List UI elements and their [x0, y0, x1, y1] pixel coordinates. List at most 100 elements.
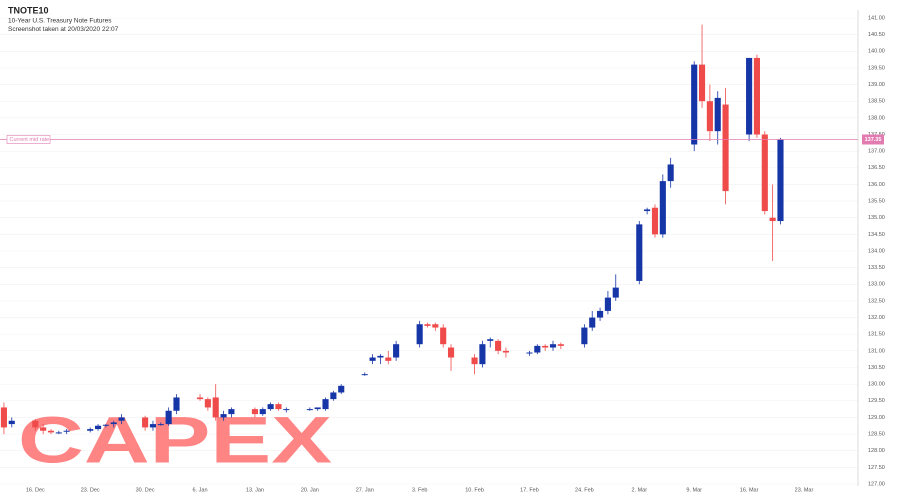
y-tick-label: 127.00 [868, 481, 885, 487]
candle-body [440, 327, 447, 345]
y-tick-label: 137.00 [868, 149, 885, 155]
candle-body [644, 209, 651, 212]
y-tick-label: 134.50 [868, 232, 885, 238]
y-tick-label: 129.50 [868, 398, 885, 404]
x-tick-label: 23. Dec [81, 487, 100, 493]
y-tick-label: 136.00 [868, 182, 885, 188]
x-tick-label: 3. Feb [412, 487, 428, 493]
candle-body [338, 385, 345, 393]
candle-body [283, 409, 290, 411]
candle-body [604, 297, 611, 311]
candle-body [259, 409, 266, 415]
x-tick-label: 16. Mar [740, 487, 759, 493]
y-tick-label: 133.50 [868, 265, 885, 271]
candle-body [447, 347, 455, 358]
candle-body [369, 357, 376, 361]
x-tick-label: 6. Jan [193, 487, 208, 493]
candle-body [157, 424, 164, 426]
candle-body [63, 430, 70, 432]
candle-body [424, 324, 431, 326]
y-tick-label: 135.50 [868, 199, 885, 205]
candle-body [746, 57, 753, 135]
candles [0, 24, 784, 435]
candle-body [393, 344, 400, 358]
y-tick-label: 136.50 [868, 165, 885, 171]
candle-body [322, 399, 329, 410]
candle-body [471, 357, 478, 365]
candle-body [542, 345, 549, 348]
candle-body [251, 409, 258, 415]
candle-body [597, 310, 604, 318]
candle-body [612, 287, 619, 298]
candle-body [314, 407, 321, 410]
candle-body [330, 392, 337, 400]
candle-body [87, 429, 94, 431]
candle-body [495, 340, 502, 351]
candle-body [432, 324, 439, 328]
grid: 127.00 127.50 128.00 128.50 129.00 129.50 130.… [0, 15, 885, 493]
candle-body [589, 317, 596, 328]
y-tick-label: 139.50 [868, 65, 885, 71]
candle-body [777, 139, 784, 222]
chart-title: TNOTE10 [8, 5, 49, 15]
screenshot-note: Screenshot taken at 20/03/2020 22:07 [8, 26, 119, 33]
y-tick-label: 128.00 [868, 448, 885, 454]
candle-body [557, 344, 564, 346]
x-tick-label: 2. Mar [631, 487, 647, 493]
candle-body [667, 164, 674, 182]
candle-body [651, 207, 659, 235]
candle-body [698, 64, 706, 102]
candle-body [769, 217, 776, 222]
candle-body [416, 324, 423, 345]
candle-body [118, 417, 125, 421]
candle-body [581, 327, 588, 345]
x-tick-label: 23. Mar [795, 487, 814, 493]
x-tick-label: 17. Feb [520, 487, 539, 493]
y-tick-label: 131.50 [868, 332, 885, 338]
y-tick-label: 130.00 [868, 382, 885, 388]
candle-body [47, 430, 55, 433]
y-tick-label: 140.00 [868, 49, 885, 55]
candle-body [549, 344, 557, 348]
candle-body [479, 344, 486, 365]
candle-body [691, 64, 698, 145]
candle-body [8, 420, 15, 425]
candle-body [228, 409, 235, 415]
current-rate-tag [6, 135, 51, 144]
candle-body [212, 397, 219, 418]
candle-body [220, 414, 227, 418]
y-tick-label: 132.50 [868, 298, 885, 304]
y-tick-label: 135.00 [868, 215, 885, 221]
candle-body [0, 407, 7, 428]
y-tick-label: 138.50 [868, 99, 885, 105]
x-tick-label: 13. Jan [246, 487, 264, 493]
current-rate-value-tag [862, 134, 884, 145]
y-tick-label: 129.00 [868, 415, 885, 421]
x-tick-label: 10. Feb [465, 487, 484, 493]
candle-body [149, 424, 157, 428]
current-rate-label: Current mid rate [10, 137, 50, 143]
candle-body [204, 399, 211, 408]
candle-body [267, 404, 274, 410]
y-tick-label: 132.00 [868, 315, 885, 321]
y-tick-label: 133.00 [868, 282, 885, 288]
overlay: Current mid rate 137.35 [0, 134, 884, 145]
y-tick-label: 140.50 [868, 32, 885, 38]
candle-body [110, 422, 117, 425]
candle-body [385, 357, 392, 361]
candle-body [32, 420, 39, 428]
y-tick-label: 139.00 [868, 82, 885, 88]
watermark: CAPEX [18, 402, 332, 476]
x-tick-label: 20. Jan [301, 487, 319, 493]
x-tick-label: 30. Dec [136, 487, 155, 493]
candle-body [165, 410, 172, 425]
x-tick-label: 16. Dec [26, 487, 45, 493]
candle-body [636, 224, 643, 281]
y-tick-label: 141.00 [868, 15, 885, 21]
y-tick-label: 134.00 [868, 248, 885, 254]
chart-subtitle: 10-Year U.S. Treasury Note Futures [8, 18, 112, 25]
candle-body [55, 432, 62, 434]
candle-body [526, 352, 533, 354]
x-tick-label: 9. Mar [686, 487, 702, 493]
